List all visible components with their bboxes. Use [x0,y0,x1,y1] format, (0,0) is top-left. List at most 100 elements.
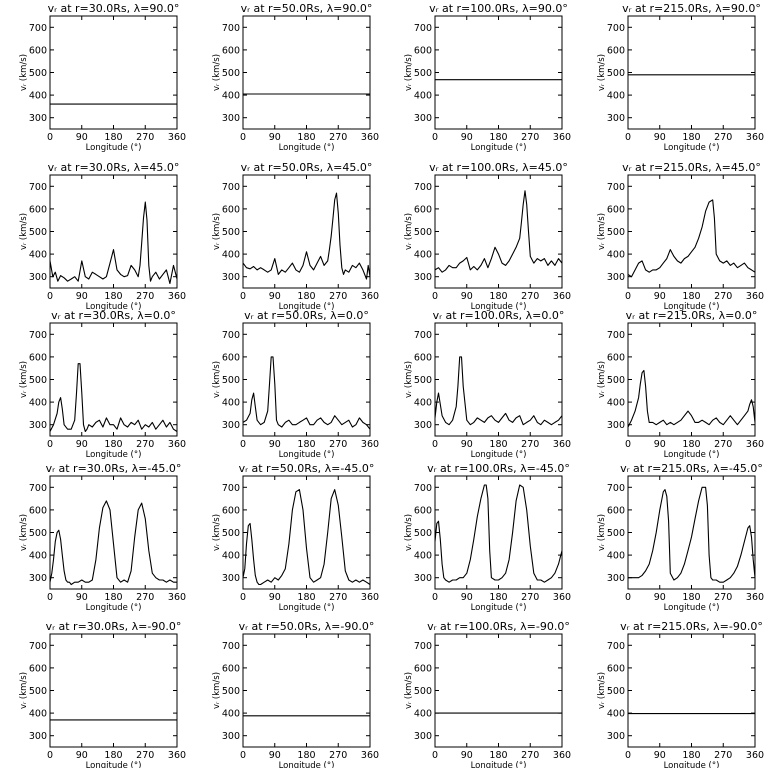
y-tick-label: 400 [607,91,625,102]
x-tick-label: 270 [714,439,732,450]
x-tick-label: 270 [136,439,154,450]
panel-title: vᵣ at r=100.0Rs, λ=90.0° [429,2,568,15]
x-axis-label: Longitude (°) [86,603,142,613]
x-tick-label: 0 [47,750,53,761]
y-tick-label: 600 [607,204,625,215]
x-tick-label: 180 [297,750,315,761]
panel-13: vᵣ at r=30.0Rs, λ=-45.0° 0 90 180 270 360 300 4… [19,462,186,613]
y-axis-label: vᵣ (km/s) [19,361,29,398]
panel-8: vᵣ at r=215.0Rs, λ=45.0° 0 90 180 270 360 300 4… [597,161,764,312]
x-tick-label: 270 [136,750,154,761]
x-tick-label: 270 [714,592,732,603]
y-tick-label: 300 [607,113,625,124]
panel-11: vᵣ at r=100.0Rs, λ=0.0° 0 90 180 270 360 300 40… [404,309,571,460]
y-tick-label: 500 [29,686,47,697]
x-tick-label: 360 [361,132,379,143]
y-tick-label: 400 [29,551,47,562]
y-tick-label: 500 [29,227,47,238]
x-tick-label: 180 [682,439,700,450]
x-tick-label: 0 [47,291,53,302]
y-axis-label: vᵣ (km/s) [597,514,607,551]
y-tick-label: 600 [607,505,625,516]
x-axis-label: Longitude (°) [664,302,720,312]
x-tick-label: 180 [297,592,315,603]
data-line [242,489,371,586]
y-tick-label: 600 [29,663,47,674]
y-tick-label: 500 [414,528,432,539]
y-tick-label: 700 [29,23,47,34]
data-line [627,369,756,428]
x-axis-label: Longitude (°) [279,761,335,768]
panel-14: vᵣ at r=50.0Rs, λ=-45.0° 0 90 180 270 360 300 4… [212,462,379,613]
y-tick-label: 700 [414,641,432,652]
x-tick-label: 360 [746,750,764,761]
x-tick-label: 0 [432,439,438,450]
x-tick-label: 360 [553,592,571,603]
x-tick-label: 90 [654,750,666,761]
plot-frame [434,15,563,130]
y-tick-label: 500 [29,528,47,539]
x-axis-label: Longitude (°) [471,761,527,768]
x-tick-label: 90 [76,439,88,450]
x-axis-label: Longitude (°) [664,761,720,768]
y-axis-label: vᵣ (km/s) [212,514,222,551]
x-tick-label: 360 [361,439,379,450]
x-tick-label: 270 [714,291,732,302]
y-tick-label: 300 [222,113,240,124]
x-tick-label: 90 [654,291,666,302]
plot-frame [434,475,563,590]
y-tick-label: 600 [414,663,432,674]
y-tick-label: 700 [29,641,47,652]
x-tick-label: 0 [240,750,246,761]
x-tick-label: 360 [746,291,764,302]
panel-title: vᵣ at r=30.0Rs, λ=90.0° [48,2,180,15]
y-tick-label: 600 [607,663,625,674]
y-tick-label: 300 [29,573,47,584]
y-tick-label: 400 [414,250,432,261]
y-axis-label: vᵣ (km/s) [597,213,607,250]
x-tick-label: 180 [682,750,700,761]
y-tick-label: 400 [222,709,240,720]
y-tick-label: 500 [29,68,47,79]
panel-15: vᵣ at r=100.0Rs, λ=-45.0° 0 90 180 270 360 300… [404,462,571,613]
x-tick-label: 180 [682,592,700,603]
y-tick-label: 300 [414,113,432,124]
y-tick-label: 600 [222,352,240,363]
y-tick-label: 600 [29,204,47,215]
data-line [434,484,563,583]
x-tick-label: 0 [625,750,631,761]
y-tick-label: 600 [414,45,432,56]
x-tick-label: 180 [104,439,122,450]
x-tick-label: 180 [297,132,315,143]
panel-20: vᵣ at r=215.0Rs, λ=-90.0° 0 90 180 270 360 300… [597,620,764,768]
y-axis-label: vᵣ (km/s) [404,54,414,91]
y-tick-label: 300 [414,573,432,584]
x-tick-label: 360 [361,592,379,603]
x-tick-label: 360 [553,291,571,302]
plot-frame [49,633,178,748]
x-tick-label: 270 [329,439,347,450]
y-tick-label: 500 [607,528,625,539]
y-tick-label: 600 [607,45,625,56]
x-axis-label: Longitude (°) [471,603,527,613]
x-tick-label: 360 [553,750,571,761]
x-tick-label: 90 [654,592,666,603]
x-axis-label: Longitude (°) [279,302,335,312]
x-tick-label: 360 [746,439,764,450]
plot-frame [627,633,756,748]
data-line [627,199,756,278]
y-tick-label: 400 [29,398,47,409]
x-tick-label: 90 [654,132,666,143]
x-axis-label: Longitude (°) [86,761,142,768]
panel-title: vᵣ at r=215.0Rs, λ=-45.0° [620,462,763,475]
y-tick-label: 500 [222,528,240,539]
y-tick-label: 300 [222,272,240,283]
x-tick-label: 180 [489,592,507,603]
y-tick-label: 500 [29,375,47,386]
x-tick-label: 270 [136,132,154,143]
x-tick-label: 270 [521,439,539,450]
x-tick-label: 360 [168,291,186,302]
panel-7: vᵣ at r=100.0Rs, λ=45.0° 0 90 180 270 360 300 4… [404,161,571,312]
x-tick-label: 270 [714,132,732,143]
x-axis-label: Longitude (°) [471,450,527,460]
